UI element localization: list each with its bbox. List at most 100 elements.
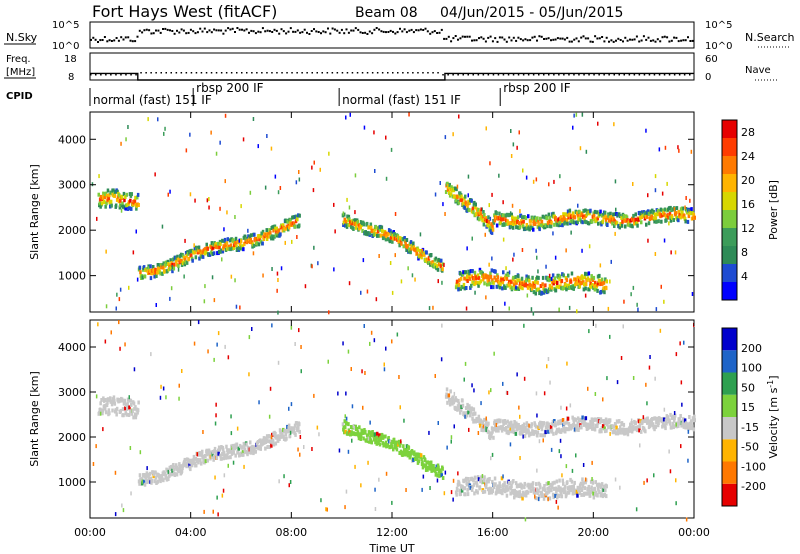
data-cell: [134, 415, 138, 420]
y-tick-label: 1000: [58, 476, 86, 489]
data-cell: [132, 415, 135, 420]
data-cell: [538, 227, 541, 232]
data-cell: [622, 213, 626, 218]
data-cell: [554, 216, 557, 220]
data-cell: [440, 471, 443, 476]
noise-cell: [666, 181, 668, 186]
data-cell: [446, 400, 449, 405]
data-cell: [551, 484, 554, 489]
noise-cell: [437, 421, 439, 425]
data-cell: [169, 258, 172, 263]
data-cell: [438, 473, 441, 478]
data-cell: [244, 449, 247, 454]
nsky-point: [410, 28, 413, 31]
data-cell: [135, 206, 138, 211]
data-cell: [209, 245, 213, 250]
nave-point: [628, 74, 631, 76]
data-cell: [98, 197, 102, 202]
nave-point: [522, 74, 525, 76]
noise-cell: [385, 176, 388, 181]
data-cell: [519, 431, 522, 436]
data-cell: [274, 226, 277, 231]
data-cell: [223, 237, 227, 242]
data-cell: [184, 251, 188, 255]
nsky-point: [635, 35, 638, 38]
noise-cell: [457, 471, 459, 476]
data-cell: [581, 220, 584, 225]
data-cell: [435, 266, 438, 271]
data-cell: [247, 450, 251, 455]
data-cell: [172, 266, 176, 271]
nave-point: [457, 74, 459, 76]
noise-cell: [185, 148, 188, 153]
noise-cell: [658, 147, 661, 152]
data-cell: [603, 492, 607, 497]
data-cell: [574, 220, 577, 225]
data-cell: [677, 423, 680, 428]
data-cell: [194, 456, 198, 461]
nsky-point: [654, 40, 657, 43]
noise-cell: [288, 483, 290, 488]
data-cell: [535, 430, 538, 435]
data-cell: [577, 428, 580, 432]
data-cell: [544, 283, 547, 288]
data-cell: [287, 429, 290, 434]
data-cell: [515, 484, 519, 489]
data-cell: [683, 418, 687, 423]
data-cell: [573, 277, 576, 282]
nsky-point: [645, 38, 648, 41]
data-cell: [506, 424, 510, 429]
data-cell: [166, 468, 169, 473]
data-cell: [473, 200, 476, 205]
data-cell: [499, 484, 502, 489]
data-cell: [570, 479, 574, 484]
data-cell: [349, 425, 353, 429]
data-cell: [225, 241, 229, 246]
noise-cell: [120, 208, 123, 213]
noise-cell: [105, 249, 107, 254]
nsky-point: [213, 28, 216, 31]
data-cell: [127, 413, 131, 417]
nsky-point: [589, 40, 592, 43]
data-cell: [475, 489, 478, 494]
data-cell: [594, 286, 598, 291]
nave-point: [397, 72, 399, 74]
data-cell: [604, 488, 607, 493]
noise-cell: [181, 369, 183, 373]
data-cell: [507, 221, 511, 226]
nave-point: [477, 74, 480, 76]
data-cell: [555, 284, 559, 289]
data-cell: [292, 215, 295, 220]
data-cell: [583, 486, 586, 491]
noise-cell: [488, 203, 490, 208]
noise-cell: [519, 209, 521, 214]
noise-cell: [277, 360, 280, 365]
data-cell: [148, 268, 152, 273]
data-cell: [564, 429, 567, 434]
noise-cell: [351, 438, 353, 443]
data-cell: [125, 406, 129, 411]
nave-point: [160, 72, 162, 74]
noise-cell: [436, 478, 439, 483]
data-cell: [608, 418, 612, 423]
noise-cell: [257, 144, 259, 149]
data-cell: [344, 429, 347, 434]
data-cell: [376, 233, 379, 238]
noise-cell: [547, 497, 549, 502]
data-cell: [593, 209, 597, 214]
data-cell: [640, 220, 643, 225]
data-cell: [498, 481, 501, 486]
data-cell: [425, 460, 428, 465]
nave-tick-top: 60: [705, 54, 718, 65]
data-cell: [625, 215, 629, 220]
data-cell: [566, 486, 570, 491]
data-cell: [515, 286, 519, 291]
noise-cell: [687, 429, 690, 434]
data-cell: [520, 483, 524, 488]
nsky-point: [529, 39, 532, 42]
data-cell: [478, 421, 481, 425]
nave-point: [543, 74, 545, 76]
data-cell: [457, 401, 461, 406]
data-cell: [430, 468, 433, 473]
data-cell: [582, 208, 585, 213]
